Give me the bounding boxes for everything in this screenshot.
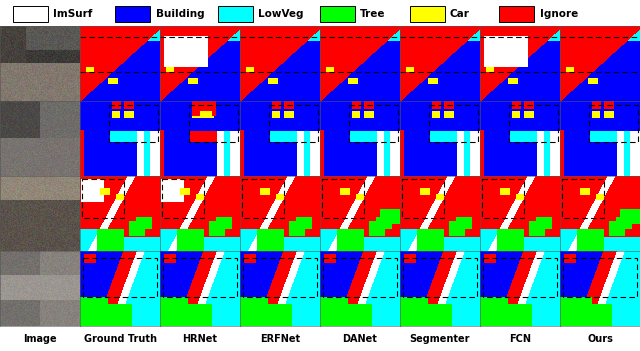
Text: Car: Car [450,9,470,19]
Text: Building: Building [156,9,204,19]
Bar [115,6,150,22]
Bar [589,105,638,143]
Text: Ground Truth: Ground Truth [83,334,157,344]
Text: Image: Image [23,334,57,344]
Text: HRNet: HRNet [182,334,218,344]
Text: ImSurf: ImSurf [53,9,93,19]
Bar [410,6,445,22]
Text: LowVeg: LowVeg [258,9,303,19]
Text: Segmenter: Segmenter [410,334,470,344]
Text: DANet: DANet [342,334,378,344]
Bar [83,258,157,297]
Bar [320,6,355,22]
Bar [349,105,398,143]
Text: FCN: FCN [509,334,531,344]
Bar [483,258,557,297]
Bar [322,179,364,218]
Bar [563,258,637,297]
Text: Ours: Ours [587,334,613,344]
Bar [323,258,397,297]
Bar [403,258,477,297]
Bar [482,179,524,218]
Bar [109,105,158,143]
Text: Tree: Tree [360,9,386,19]
Bar [269,105,318,143]
Bar [562,179,604,218]
Bar [243,258,317,297]
Text: Ignore: Ignore [540,9,578,19]
Bar [162,179,204,218]
Bar [402,179,444,218]
Bar [82,179,124,218]
Bar [218,6,253,22]
Bar [13,6,48,22]
Bar [499,6,534,22]
Bar [429,105,478,143]
Bar [509,105,558,143]
Text: ERFNet: ERFNet [260,334,300,344]
Bar [242,179,284,218]
Bar [189,105,238,143]
Bar [163,258,237,297]
